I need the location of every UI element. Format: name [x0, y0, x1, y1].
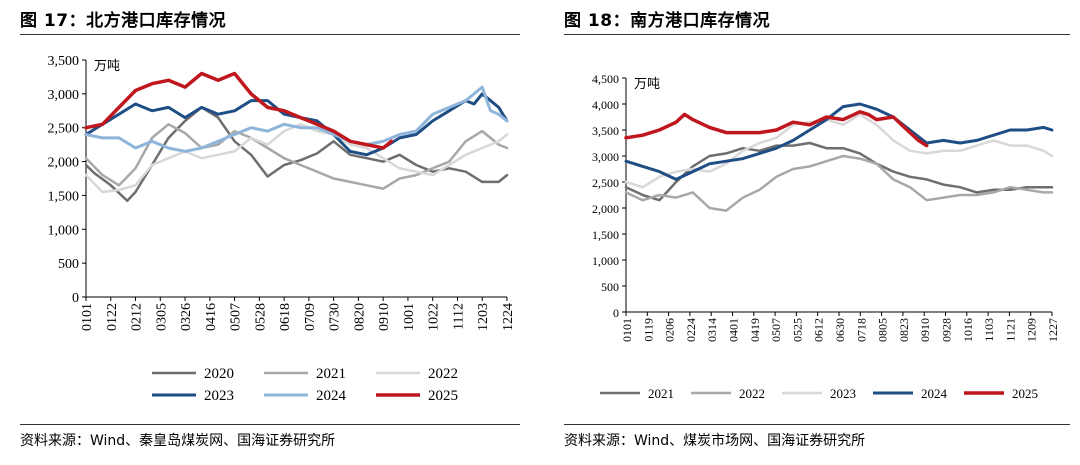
series-line-2021	[624, 141, 1054, 202]
x-tick-label: 0910	[918, 318, 932, 342]
x-tick-label: 0618	[278, 303, 293, 331]
x-tick-label: 0224	[684, 318, 698, 342]
y-tick-label: 500	[601, 280, 619, 294]
legend-label-2022: 2022	[428, 366, 458, 382]
chart-panel-north: 图 17：北方港口库存情况 3,500 3,000 2,500 2,000 1,500 1…	[20, 11, 520, 449]
y-tick-label: 3,000	[592, 150, 619, 164]
legend-label-2023: 2023	[830, 386, 856, 401]
x-tick-label: 0119	[641, 318, 655, 342]
x-tick-label: 0101	[80, 303, 95, 331]
legend-label-2022: 2022	[739, 386, 765, 401]
y-tick-label: 1,500	[48, 189, 80, 204]
chart-north: 3,500 3,000 2,500 2,000 1,500 1,000 500 0 万吨 0101…	[48, 54, 517, 404]
source-divider-north	[20, 424, 520, 425]
y-tick-label: 500	[58, 257, 79, 272]
chart-source-north: 资料来源：Wind、秦皇岛煤炭网、国海证券研究所	[20, 433, 336, 449]
y-tick-label: 2,000	[48, 156, 80, 171]
y-tick-label: 1,500	[592, 228, 619, 242]
series-line-2022	[84, 123, 509, 194]
series-line-2022	[624, 154, 1054, 212]
y-tick-label: 2,500	[592, 176, 619, 190]
x-tick-label: 0612	[812, 318, 826, 342]
x-tick-label: 1112	[451, 303, 466, 330]
x-tick-label: 0820	[352, 303, 367, 331]
x-tick-label: 0416	[204, 303, 219, 331]
legend-label-2021: 2021	[316, 366, 346, 382]
title-divider-south	[564, 34, 1070, 35]
x-tick-label: 0206	[663, 318, 677, 342]
title-divider-north	[20, 34, 520, 35]
x-tick-label: 0630	[833, 318, 847, 342]
y-tick-label: 0	[72, 291, 79, 306]
x-tick-label: 0528	[253, 303, 268, 331]
x-tick-label: 1224	[501, 303, 516, 331]
legend-label-2025: 2025	[428, 388, 458, 404]
y-tick-label: 1,000	[592, 254, 619, 268]
chart-source-south: 资料来源：Wind、煤炭市场网、国海证券研究所	[564, 433, 866, 449]
y-tick-label: 4,500	[592, 72, 619, 86]
x-tick-label: 0212	[130, 303, 145, 331]
x-tick-label: 0928	[940, 318, 954, 342]
legend-label-2021: 2021	[648, 386, 674, 401]
x-tick-label: 0122	[105, 303, 120, 331]
series-line-2024	[624, 102, 1054, 181]
x-tick-label: 0305	[154, 303, 169, 331]
y-tick-label: 4,000	[592, 98, 619, 112]
series-line-2020	[84, 106, 509, 203]
y-tick-label: 3,500	[48, 54, 80, 69]
chart-title-south: 图 18：南方港口库存情况	[564, 11, 771, 31]
series-line-2021	[84, 123, 509, 190]
x-tick-label: 0709	[303, 303, 318, 331]
x-tick-label: 0730	[328, 303, 343, 331]
series-line-2023	[84, 92, 509, 157]
x-tick-label: 0823	[897, 318, 911, 342]
x-tick-label: 1121	[1003, 318, 1017, 342]
unit-label: 万吨	[634, 77, 660, 92]
chart-panel-south: 图 18：南方港口库存情况 4,500 4,000 3,500 3,000 2,500 2…	[540, 0, 1080, 465]
x-tick-label: 0507	[769, 318, 783, 342]
x-tick-label: 0525	[790, 318, 804, 342]
x-tick-label: 1209	[1025, 318, 1039, 342]
chart-south: 4,500 4,000 3,500 3,000 2,500 2,000 1,500 1,000…	[592, 72, 1060, 401]
y-tick-label: 3,000	[48, 88, 80, 103]
chart-title-north: 图 17：北方港口库存情况	[20, 11, 227, 31]
y-tick-label: 0	[613, 306, 619, 320]
x-tick-label: 0326	[179, 303, 194, 331]
x-tick-label: 0507	[229, 303, 244, 331]
x-tick-label: 0401	[727, 318, 741, 342]
x-tick-label: 0419	[748, 318, 762, 342]
x-tick-label: 1227	[1046, 318, 1060, 342]
legend-label-2020: 2020	[204, 366, 234, 382]
source-divider-south	[564, 424, 1070, 425]
legend-label-2024: 2024	[921, 386, 948, 401]
x-tick-label: 0805	[876, 318, 890, 342]
series-line-2025	[84, 71, 394, 150]
x-tick-label: 1203	[476, 303, 491, 331]
x-tick-label: 1103	[982, 318, 996, 342]
series-line-2024	[84, 85, 509, 153]
y-tick-label: 2,500	[48, 122, 80, 137]
series-line-2023	[624, 113, 1054, 189]
y-tick-label: 1,000	[48, 223, 80, 238]
y-tick-label: 3,500	[592, 124, 619, 138]
x-tick-label: 0910	[377, 303, 392, 331]
x-tick-label: 0718	[854, 318, 868, 342]
unit-label: 万吨	[94, 59, 120, 74]
x-tick-label: 1022	[427, 303, 442, 331]
legend-label-2024: 2024	[316, 388, 347, 404]
y-tick-label: 2,000	[592, 202, 619, 216]
series-line-2025	[624, 110, 929, 148]
legend-label-2023: 2023	[204, 388, 234, 404]
x-tick-label: 0314	[705, 318, 719, 342]
x-tick-label: 0101	[620, 318, 634, 342]
legend-label-2025: 2025	[1012, 386, 1038, 401]
x-tick-label: 1016	[961, 318, 975, 342]
x-tick-label: 1001	[402, 303, 417, 331]
